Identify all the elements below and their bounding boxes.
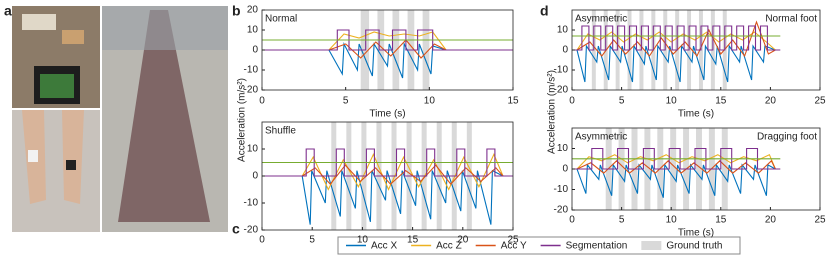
- panel-letter: b: [232, 3, 241, 19]
- y-tick-label: 0: [562, 164, 568, 175]
- photo-sensor: [62, 30, 84, 44]
- ground-truth-band: [721, 128, 728, 210]
- ground-truth-band: [696, 128, 702, 210]
- series-line: [301, 169, 504, 225]
- series-line: [572, 147, 781, 170]
- annotation: Dragging foot: [757, 132, 817, 143]
- annotation: Asymmetric: [575, 132, 627, 143]
- y-axis-label: Acceleration (m/s²): [237, 78, 248, 162]
- x-axis-label: Time (s): [678, 109, 714, 120]
- y-tick-label: -20: [244, 225, 259, 236]
- series-line: [262, 148, 513, 177]
- x-axis-label: Time (s): [678, 228, 714, 239]
- series-line: [576, 163, 776, 198]
- y-tick-label: -10: [554, 65, 569, 76]
- photo-board: [40, 74, 74, 98]
- legend-label: Acc Y: [501, 241, 527, 252]
- photo-wall: [102, 6, 228, 50]
- y-tick-label: 20: [247, 5, 259, 16]
- photo-panel: a: [4, 3, 228, 232]
- y-tick-label: -10: [244, 198, 259, 209]
- annotation: Asymmetric: [575, 14, 627, 25]
- y-tick-label: 0: [562, 45, 568, 56]
- annotation: Normal foot: [765, 14, 817, 25]
- ground-truth-band: [422, 10, 430, 90]
- x-tick-label: 0: [259, 96, 265, 107]
- series-line: [328, 41, 447, 79]
- panel-letter: c: [232, 221, 240, 237]
- annotation: Normal: [265, 14, 297, 25]
- x-tick-label: 10: [424, 96, 436, 107]
- y-tick-label: -10: [554, 184, 569, 195]
- ground-truth-band: [618, 128, 625, 210]
- annotation: Shuffle: [265, 126, 296, 137]
- y-tick-label: 0: [252, 171, 258, 182]
- y-tick-label: -20: [554, 85, 569, 96]
- y-axis-label: Acceleration (m/s²): [547, 70, 558, 154]
- y-tick-label: -20: [244, 85, 259, 96]
- x-tick-label: 10: [666, 96, 678, 107]
- x-tick-label: 15: [407, 235, 419, 246]
- legend-label: Acc X: [371, 241, 397, 252]
- x-tick-label: 5: [343, 96, 349, 107]
- panel-letter: a: [4, 3, 12, 19]
- y-tick-label: 10: [557, 143, 569, 154]
- legend-label: Acc Z: [436, 241, 462, 252]
- ground-truth-band: [670, 128, 677, 210]
- panel-letter: d: [540, 3, 549, 19]
- x-tick-label: 5: [619, 215, 625, 226]
- y-tick-label: 10: [247, 25, 259, 36]
- photo-sensor: [28, 150, 38, 162]
- x-axis-label: Time (s): [369, 109, 405, 120]
- x-tick-label: 5: [309, 235, 315, 246]
- x-tick-label: 20: [457, 235, 469, 246]
- series-line: [262, 29, 513, 51]
- y-tick-label: 0: [252, 45, 258, 56]
- legend-label: Segmentation: [566, 241, 628, 252]
- series-line: [301, 164, 504, 185]
- x-tick-label: 10: [666, 215, 678, 226]
- series-line: [576, 153, 776, 170]
- y-tick-label: -10: [244, 65, 259, 76]
- x-tick-label: 20: [765, 215, 777, 226]
- x-tick-label: 25: [814, 215, 826, 226]
- x-tick-label: 5: [619, 96, 625, 107]
- photo-leg: [62, 110, 84, 204]
- x-tick-label: 20: [765, 96, 777, 107]
- x-tick-label: 0: [569, 215, 575, 226]
- legend-swatch: [641, 241, 662, 250]
- x-tick-label: 25: [507, 235, 519, 246]
- x-tick-label: 25: [814, 96, 826, 107]
- legend: Acc X Acc Z Acc Y Segmentation Ground truth: [337, 236, 741, 255]
- y-tick-label: -20: [554, 205, 569, 216]
- x-tick-label: 0: [569, 96, 575, 107]
- photo-sensor: [22, 14, 56, 30]
- x-tick-label: 15: [507, 96, 519, 107]
- series-line: [572, 25, 781, 51]
- series-line: [576, 44, 776, 83]
- legend-label: Ground truth: [666, 241, 722, 252]
- photo-mat: [118, 10, 210, 222]
- y-tick-label: 10: [247, 144, 259, 155]
- legend-box: [337, 236, 741, 255]
- series-line: [328, 39, 447, 59]
- x-tick-label: 0: [259, 235, 265, 246]
- ground-truth-band: [644, 128, 651, 210]
- x-tick-label: 15: [715, 215, 727, 226]
- series-line: [576, 159, 776, 174]
- y-tick-label: 10: [557, 25, 569, 36]
- x-tick-label: 10: [357, 235, 369, 246]
- photo-sensor: [66, 160, 76, 170]
- x-tick-label: 15: [715, 96, 727, 107]
